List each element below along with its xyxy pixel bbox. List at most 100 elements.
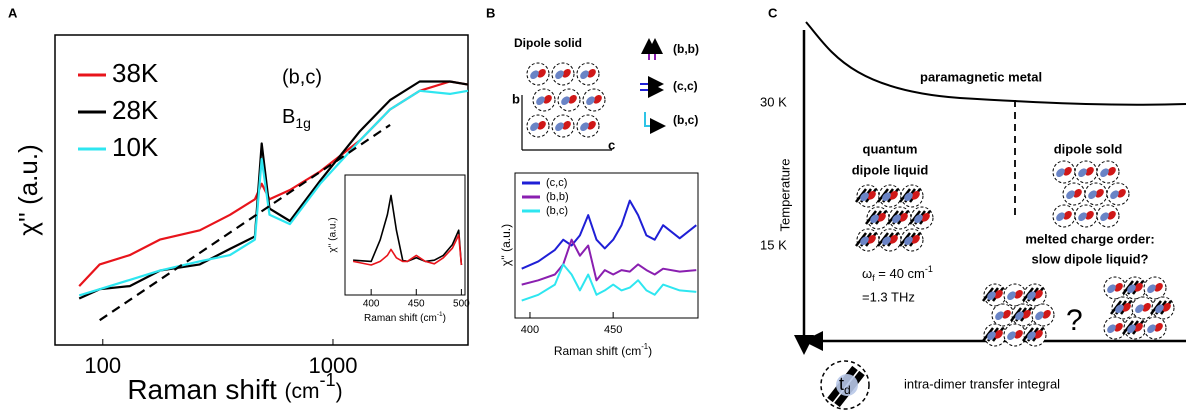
legend-label: 10K	[112, 132, 159, 162]
dimer-red	[587, 68, 596, 78]
dimer-red	[1014, 329, 1023, 339]
axis-letter: b	[512, 91, 520, 106]
dimer-blue	[1035, 311, 1044, 321]
polarization-label: (c,c)	[673, 79, 698, 93]
dimer-blue	[580, 70, 589, 80]
series-line	[521, 263, 697, 302]
dimer-red	[1022, 309, 1031, 319]
polarization-arrows	[640, 38, 666, 134]
dimer-red	[1034, 329, 1043, 339]
dimer-blue	[860, 236, 869, 246]
y-axis-label: χ'' (a.u.)	[13, 144, 43, 235]
x-axis-label: Raman shift (cm-1)	[364, 311, 446, 324]
dimer-red	[568, 94, 577, 104]
dimer-red	[1063, 210, 1072, 220]
dimer-red	[593, 94, 602, 104]
dimer-blue	[1100, 212, 1109, 222]
panel-label: B	[486, 5, 495, 20]
dimer-blue	[1155, 304, 1164, 314]
dimer-red	[1073, 188, 1082, 198]
dimer-red	[1002, 309, 1011, 319]
dimer-red	[1162, 302, 1171, 312]
dimer-blue	[1007, 331, 1016, 341]
dimer-red	[1085, 166, 1094, 176]
dimer-blue	[1100, 168, 1109, 178]
x-tick-label: 500	[453, 299, 470, 310]
x-axis-label: Raman shift (cm-1)	[554, 342, 652, 358]
dimer-red	[994, 289, 1003, 299]
dimer-blue	[892, 214, 901, 224]
region-label: paramagnetic metal	[920, 69, 1042, 84]
dimer-red	[921, 212, 930, 222]
x-axis-label-part: Raman shift (cm	[364, 313, 437, 324]
axis-letter: c	[608, 137, 615, 152]
series-line	[78, 80, 469, 300]
dimer-blue	[580, 122, 589, 132]
dimer-blue	[860, 192, 869, 202]
dimer-red	[1114, 322, 1123, 332]
dimer-red	[1063, 166, 1072, 176]
dimer-red	[1134, 282, 1143, 292]
dimer-red	[537, 68, 546, 78]
dimer-blue	[536, 96, 545, 106]
symmetry-label: B1g	[282, 106, 311, 130]
x-axis-label-part: (cm	[285, 380, 320, 403]
dimer-red	[1107, 210, 1116, 220]
series-line	[352, 234, 463, 266]
frequency-label: ωf = 40 cm-1	[862, 264, 933, 283]
dimer-blue	[1107, 284, 1116, 294]
dimer-red	[1134, 322, 1143, 332]
y-axis-label: χ'' (a.u.)	[328, 217, 339, 252]
dimer-blue	[1107, 324, 1116, 334]
x-axis-label-part: Raman shift	[127, 374, 284, 405]
dimer-red	[1114, 282, 1123, 292]
dimer-red	[867, 190, 876, 200]
x-axis-label-part: )	[336, 380, 343, 403]
axis-label: Temperature	[777, 159, 792, 232]
dimer-blue	[1066, 190, 1075, 200]
region-label: dipole sold	[1054, 141, 1123, 156]
dimer-red	[1122, 302, 1131, 312]
dimer-blue	[561, 96, 570, 106]
dimer-blue	[1127, 284, 1136, 294]
dimer-red	[587, 120, 596, 130]
x-axis-label-part: )	[648, 344, 652, 358]
symmetry-sub: 1g	[295, 115, 311, 131]
x-tick-label: 450	[604, 324, 622, 336]
legend-label: (b,c)	[546, 205, 568, 217]
dimer-red	[994, 329, 1003, 339]
dimer-blue	[555, 122, 564, 132]
region-label: slow dipole liquid?	[1032, 251, 1149, 266]
dimer-red	[1154, 282, 1163, 292]
dimer-red	[537, 120, 546, 130]
dimer-blue	[1147, 284, 1156, 294]
polarization-label: (b,b)	[673, 42, 699, 56]
dimer-icon	[820, 360, 870, 410]
dimer-red	[889, 234, 898, 244]
legend-label: (c,c)	[546, 177, 567, 189]
x-axis-label-part: -1	[641, 342, 648, 351]
x-axis-label-part: -1	[437, 311, 443, 318]
legend-label: 28K	[112, 95, 159, 125]
temperature-label: 15 K	[760, 237, 787, 252]
dimer-red	[1034, 289, 1043, 299]
dimer-red	[1085, 210, 1094, 220]
series-line	[99, 123, 391, 322]
panel-label: C	[768, 5, 778, 20]
plot-frame	[344, 174, 466, 296]
region-label: melted charge order:	[1025, 231, 1154, 246]
dimer-blue	[1115, 304, 1124, 314]
dimer-blue	[1078, 168, 1087, 178]
series-line	[78, 89, 469, 297]
series-line	[521, 199, 697, 270]
polarization-label: (b,c)	[673, 113, 698, 127]
dimer-blue	[1056, 168, 1065, 178]
region-label: dipole liquid	[852, 162, 929, 177]
frequency-label: =1.3 THz	[862, 289, 915, 304]
dimer-blue	[1147, 324, 1156, 334]
dimer-blue	[914, 214, 923, 224]
x-axis-label-part: Raman shift (cm	[554, 344, 641, 358]
x-tick-label: 400	[521, 324, 539, 336]
axes-diagram	[521, 95, 612, 151]
dimer-red	[877, 212, 886, 222]
